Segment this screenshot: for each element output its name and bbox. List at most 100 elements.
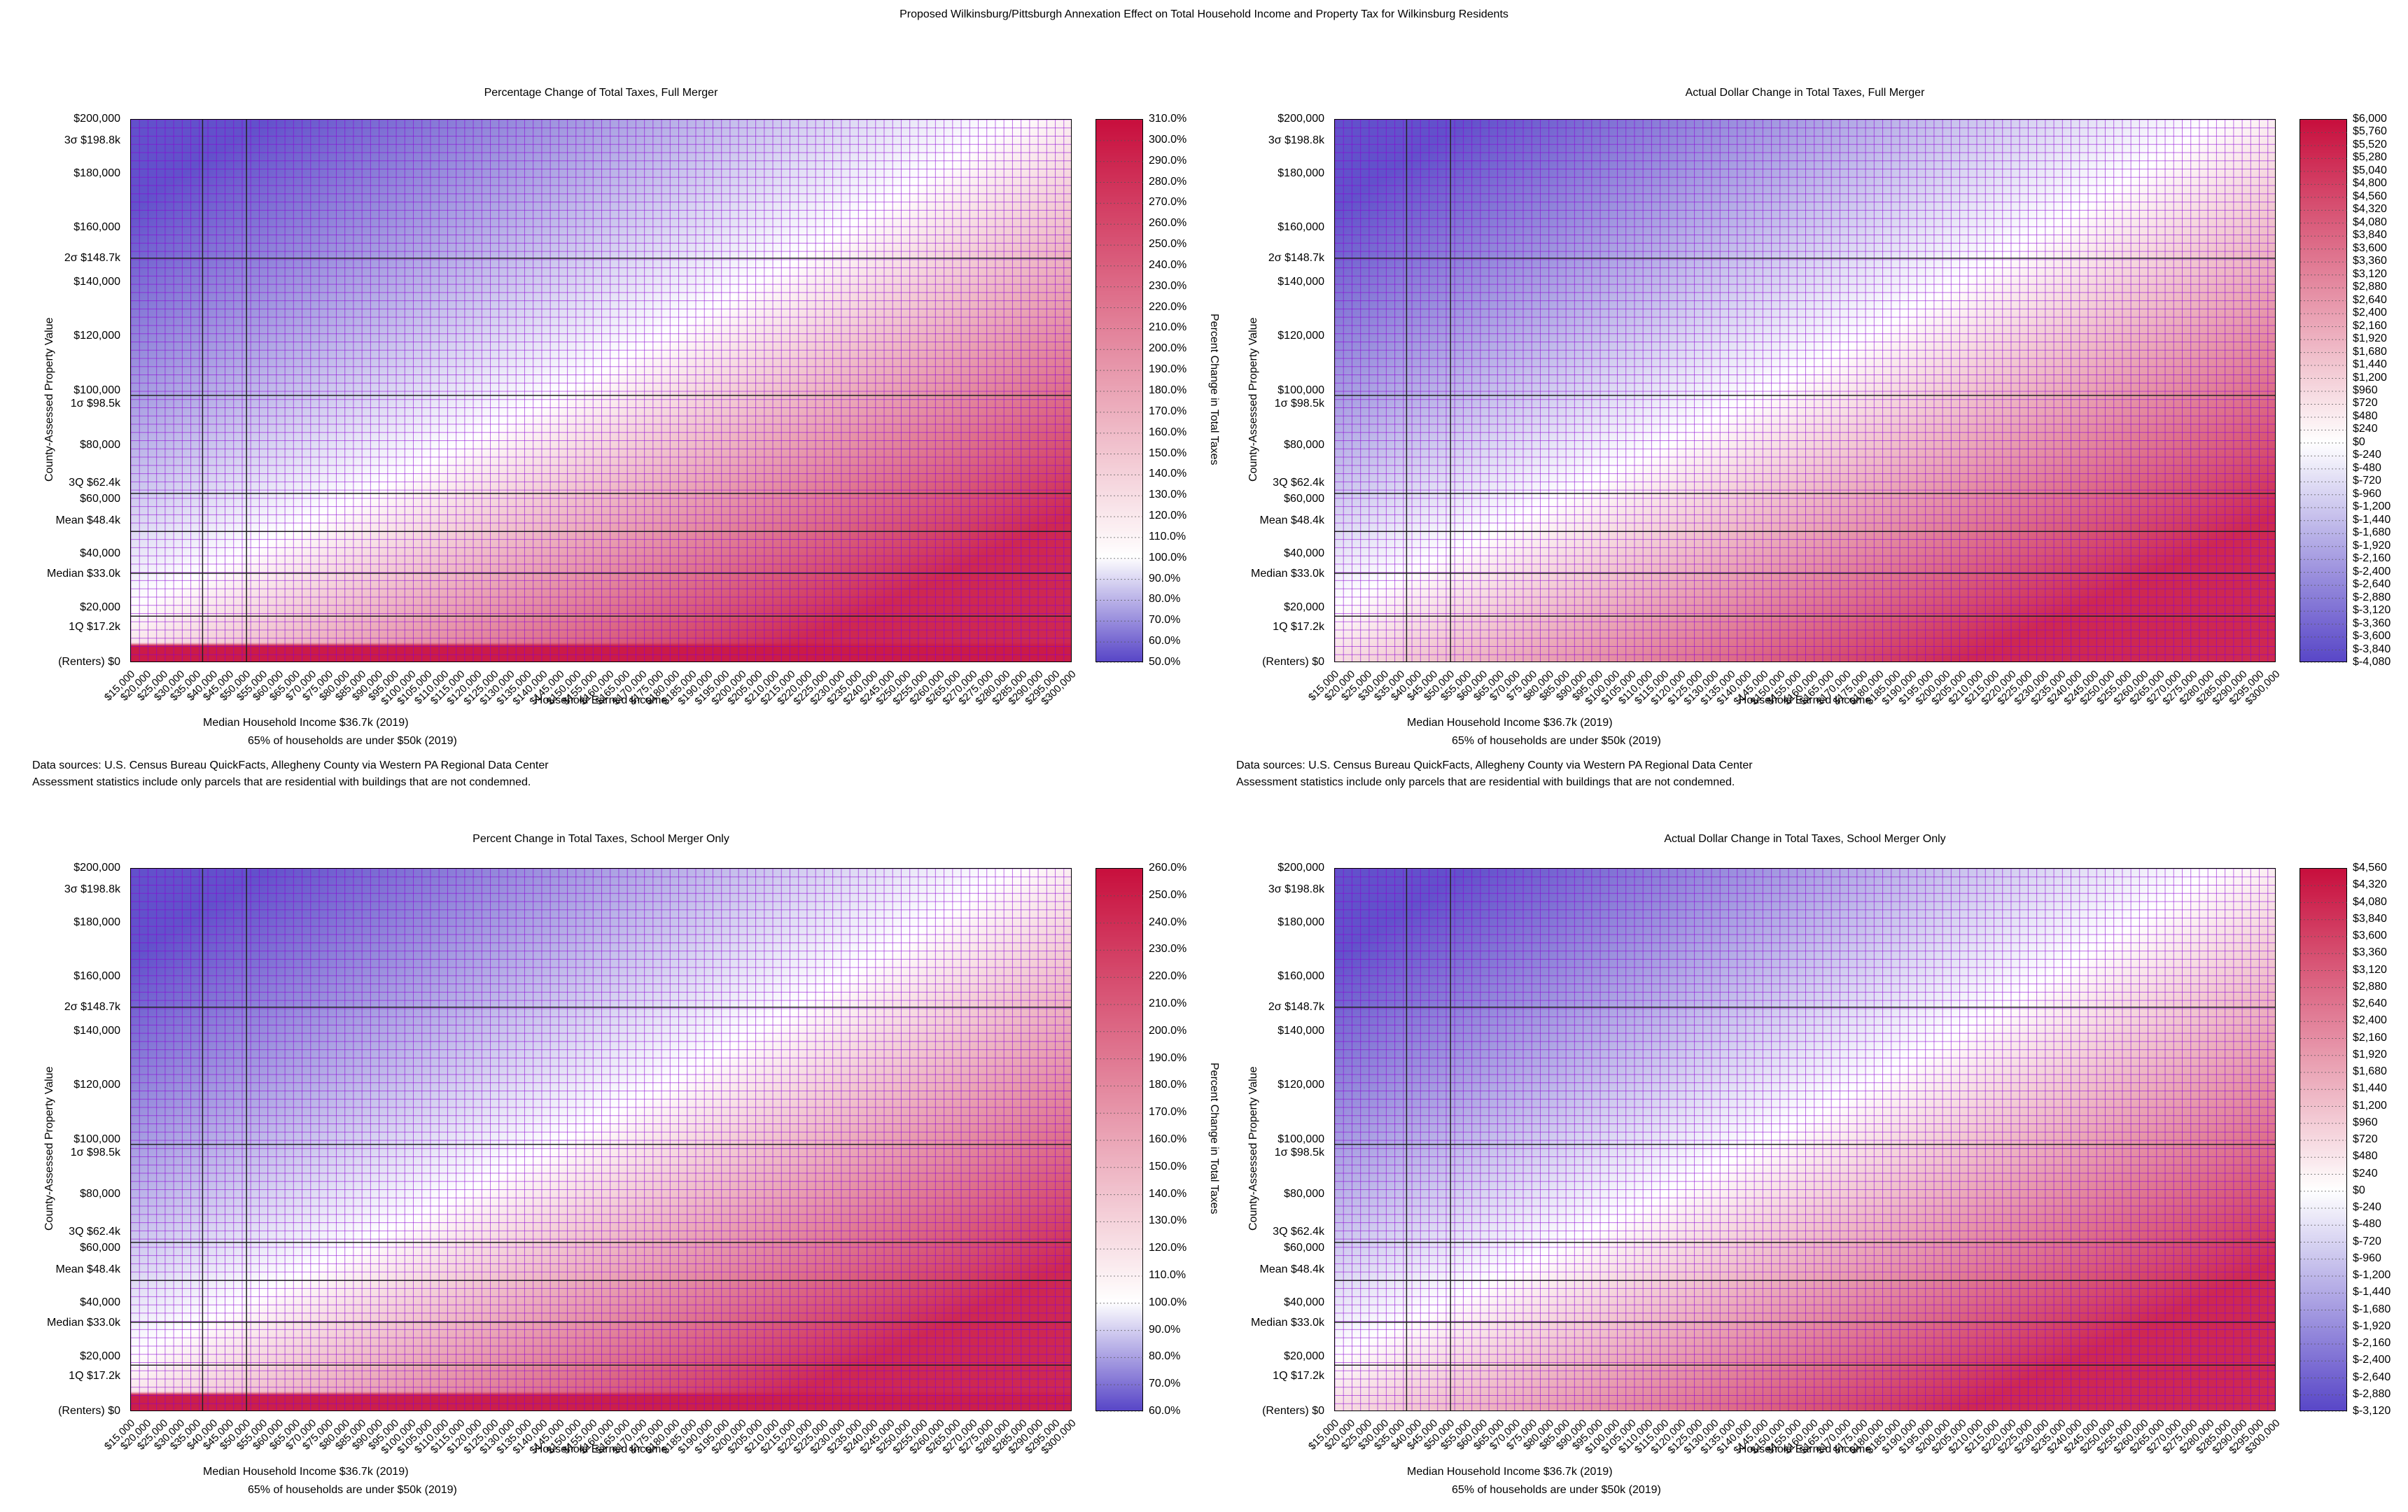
y-tick-label: 1Q $17.2k [69, 620, 120, 633]
colorbar-tick-label: $720 [2353, 1133, 2378, 1145]
y-tick-label: $20,000 [1284, 601, 1324, 614]
colorbar-tick-label: 140.0% [1149, 1187, 1187, 1200]
y-tick-label: 1σ $98.5k [70, 1147, 120, 1159]
y-tick-label: $200,000 [74, 862, 120, 874]
y-tick-label: $60,000 [1284, 493, 1324, 505]
colorbar-tick-label: $3,600 [2353, 930, 2387, 941]
heatmap-grid [1335, 869, 2275, 1410]
y-tick-label: 1σ $98.5k [1274, 1147, 1324, 1159]
colorbar-tick-label: 230.0% [1149, 943, 1187, 955]
colorbar-tick-label: $480 [2353, 1150, 2378, 1163]
colorbar-tick-label: $2,160 [2353, 1031, 2387, 1044]
colorbar-tick-label: $1,680 [2353, 1065, 2387, 1077]
colorbar-tick-label: 60.0% [1149, 635, 1181, 648]
colorbar-tick-label: $-1,680 [2353, 1303, 2391, 1315]
colorbar-tick-label: $1,440 [2353, 358, 2387, 371]
colorbar-tick-lines [1096, 120, 1144, 663]
chart-panel-1: Percentage Change of Total Taxes, Full M… [0, 0, 1220, 749]
assessment-statistics-line: Assessment statistics include only parce… [32, 776, 531, 788]
y-tick-label: Median $33.0k [1251, 567, 1324, 580]
colorbar-tick-label: $-1,920 [2353, 1320, 2391, 1332]
y-tick-label: 2σ $148.7k [64, 1001, 120, 1014]
colorbar-tick-label: $-3,360 [2353, 617, 2391, 629]
x-axis-label: Household Earned Income [534, 1443, 668, 1455]
colorbar-tick-label: $-1,920 [2353, 539, 2391, 552]
colorbar-tick-label: 110.0% [1149, 1269, 1186, 1281]
colorbar-tick-label: $240 [2353, 1167, 2378, 1180]
y-tick-label: 3σ $198.8k [64, 134, 120, 147]
colorbar-tick-label: $720 [2353, 397, 2378, 410]
y-tick-label: 3σ $198.8k [64, 883, 120, 896]
colorbar-tick-label: $4,320 [2353, 203, 2387, 216]
y-tick-label: $100,000 [74, 384, 120, 396]
y-axis-label: County-Assessed Property Value [43, 317, 55, 482]
colorbar-tick-label: 200.0% [1149, 342, 1187, 355]
under-50k-note: 65% of households are under $50k (2019) [248, 735, 457, 747]
y-tick-label: $100,000 [1278, 1133, 1324, 1145]
y-tick-label: 3σ $198.8k [1268, 134, 1324, 147]
heatmap-grid [131, 120, 1071, 662]
y-tick-label: $100,000 [1278, 384, 1324, 396]
y-tick-label: 1σ $98.5k [1274, 398, 1324, 410]
data-sources-line: Data sources: U.S. Census Bureau QuickFa… [32, 760, 549, 771]
colorbar-tick-label: $0 [2353, 435, 2365, 448]
colorbar-tick-label: 110.0% [1149, 530, 1186, 542]
x-axis-label: Household Earned Income [1738, 1443, 1872, 1455]
data-sources-note: Data sources: U.S. Census Bureau QuickFa… [1236, 757, 1753, 791]
y-tick-label: $180,000 [74, 916, 120, 928]
y-tick-label: 2σ $148.7k [1268, 252, 1324, 265]
colorbar-tick-label: 160.0% [1149, 426, 1187, 438]
y-tick-label: $200,000 [74, 113, 120, 125]
assessment-statistics-line: Assessment statistics include only parce… [1236, 776, 1735, 788]
y-tick-label: 1Q $17.2k [69, 1369, 120, 1382]
colorbar-tick-label: 180.0% [1149, 384, 1187, 396]
y-tick-label: 1Q $17.2k [1273, 620, 1324, 633]
colorbar-tick-label: $480 [2353, 410, 2378, 422]
y-tick-label: $160,000 [1278, 970, 1324, 983]
colorbar-tick-label: $3,360 [2353, 255, 2387, 267]
y-tick-label: $180,000 [1278, 916, 1324, 928]
colorbar-tick-label: 190.0% [1149, 363, 1187, 376]
colorbar-tick-label: 280.0% [1149, 175, 1187, 188]
y-tick-label: $40,000 [80, 1296, 120, 1308]
y-tick-label: $120,000 [1278, 1079, 1324, 1091]
colorbar-tick-label: 50.0% [1149, 656, 1181, 668]
y-tick-label: $20,000 [80, 601, 120, 614]
chart-title: Actual Dollar Change in Total Taxes, Sch… [1664, 833, 1946, 845]
y-tick-label: $40,000 [1284, 547, 1324, 559]
colorbar-tick-label: $-720 [2353, 475, 2381, 487]
under-50k-note: 65% of households are under $50k (2019) [1452, 735, 1661, 747]
colorbar-tick-label: $2,880 [2353, 281, 2387, 293]
chart-panel-2: Actual Dollar Change in Total Taxes, Ful… [1204, 0, 2408, 749]
colorbar-tick-label: $-720 [2353, 1235, 2381, 1247]
y-tick-label: (Renters) $0 [1262, 656, 1324, 668]
heatmap-plot-area [1334, 119, 2276, 662]
median-income-note: Median Household Income $36.7k (2019) [1407, 717, 1613, 729]
y-tick-label: $180,000 [1278, 167, 1324, 179]
colorbar-tick-label: 220.0% [1149, 970, 1187, 983]
y-axis-label: County-Assessed Property Value [43, 1066, 55, 1231]
colorbar-tick-label: $-960 [2353, 1252, 2381, 1264]
y-tick-label: 3Q $62.4k [1273, 1225, 1324, 1238]
colorbar-tick-label: $-2,880 [2353, 1387, 2391, 1400]
colorbar-tick-label: 240.0% [1149, 916, 1187, 928]
colorbar-tick-label: 130.0% [1149, 1214, 1187, 1227]
colorbar-tick-label: 180.0% [1149, 1079, 1187, 1091]
colorbar-tick-label: 250.0% [1149, 888, 1187, 901]
colorbar-tick-label: $-240 [2353, 1201, 2381, 1213]
colorbar-tick-label: $3,360 [2353, 946, 2387, 959]
y-tick-label: 3Q $62.4k [69, 476, 120, 489]
colorbar-tick-label: 120.0% [1149, 1242, 1187, 1254]
y-tick-label: 3Q $62.4k [69, 1225, 120, 1238]
heatmap-grid [131, 869, 1071, 1410]
colorbar-tick-label: $-1,680 [2353, 526, 2391, 539]
heatmap-plot-area [130, 119, 1072, 662]
colorbar-tick-label: 210.0% [1149, 997, 1187, 1009]
chart-title: Percent Change in Total Taxes, School Me… [472, 833, 729, 845]
data-sources-note: Data sources: U.S. Census Bureau QuickFa… [32, 757, 549, 791]
colorbar-tick-lines [2300, 120, 2348, 663]
y-tick-label: $60,000 [80, 1242, 120, 1254]
colorbar-tick-label: 140.0% [1149, 468, 1187, 480]
colorbar [1096, 868, 1144, 1412]
colorbar-tick-label: 240.0% [1149, 258, 1187, 271]
